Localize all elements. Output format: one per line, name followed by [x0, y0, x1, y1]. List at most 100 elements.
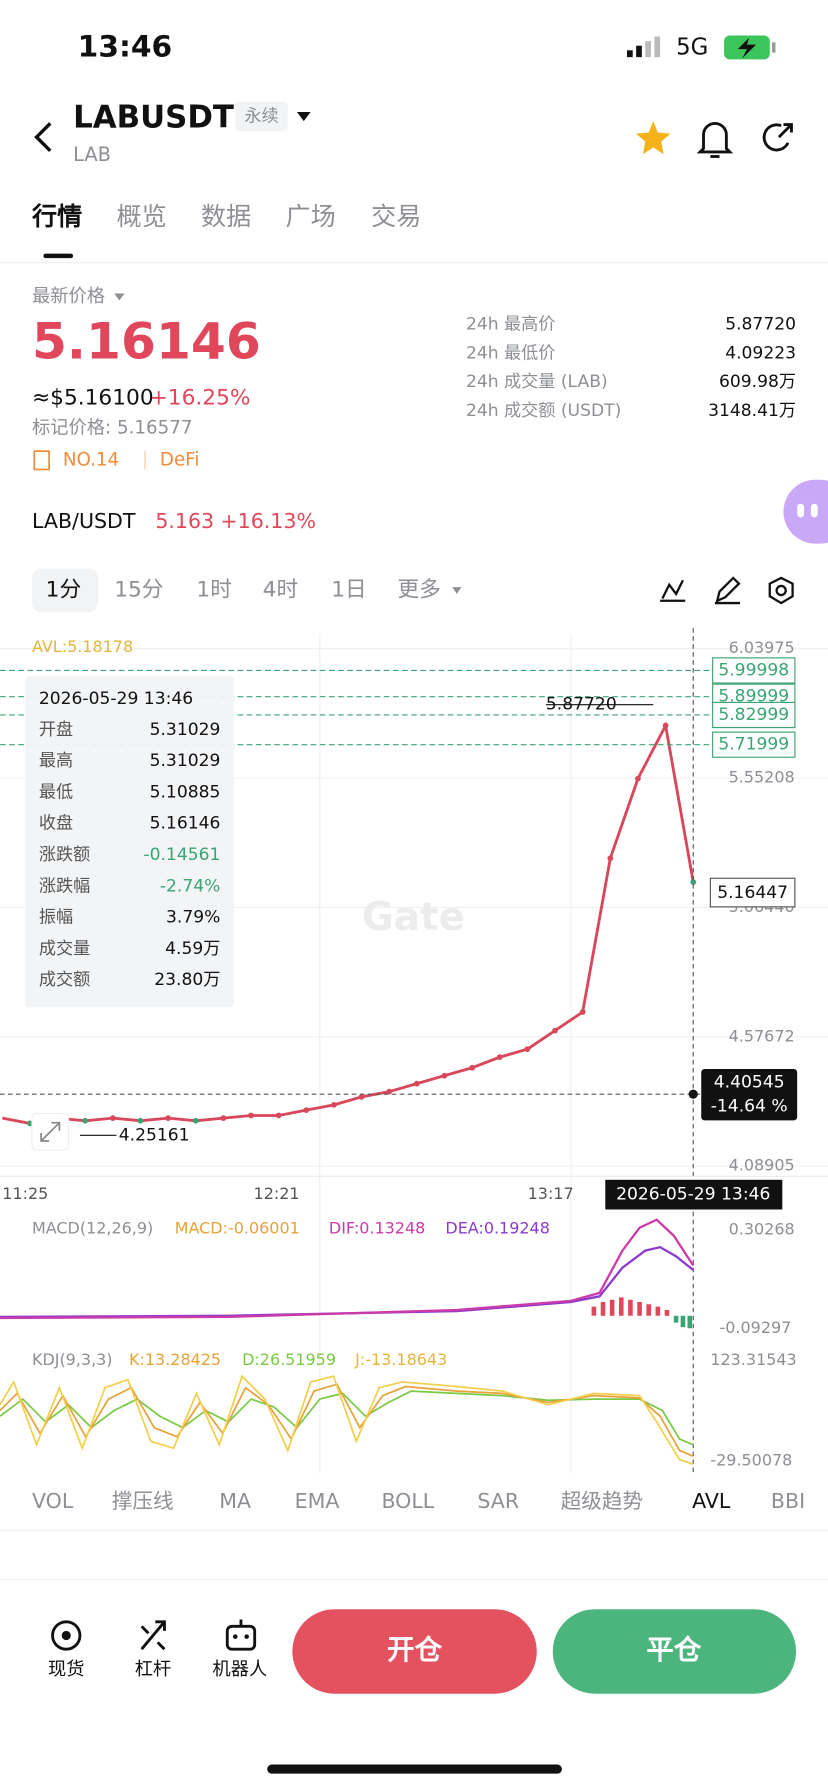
indicator-tab[interactable]: 超级趋势	[561, 1489, 643, 1513]
indicator-icon[interactable]	[660, 579, 686, 602]
timeframe[interactable]: 1分	[46, 577, 81, 602]
timeframe[interactable]: 4时	[263, 577, 298, 602]
macd-label: MACD(12,26,9)	[32, 1218, 153, 1237]
tooltip-value: 4.59万	[165, 939, 220, 959]
shape	[636, 45, 642, 58]
indicator-tab[interactable]: BBI	[771, 1489, 805, 1513]
tab[interactable]: 概览	[116, 202, 166, 231]
stat-label: 24h 成交额 (USDT)	[466, 401, 621, 421]
home-indicator	[267, 1764, 562, 1774]
price-point	[524, 1046, 531, 1053]
order-price: 5.71999	[718, 735, 789, 755]
k-value: K:13.28425	[129, 1350, 221, 1369]
price-point	[303, 1107, 310, 1114]
order-box	[712, 657, 796, 684]
watermark: Gate	[362, 895, 465, 940]
order-price: 5.82999	[718, 705, 789, 725]
price-dropdown	[114, 293, 125, 301]
rank: NO.14	[63, 449, 119, 470]
y-tick-label: 6.03975	[729, 638, 795, 657]
network: 5G	[676, 35, 708, 61]
stat-value: 4.09223	[725, 343, 796, 363]
tab[interactable]: 数据	[201, 202, 251, 231]
back-button[interactable]	[34, 122, 52, 153]
timeframe[interactable]: 更多	[397, 577, 440, 602]
expand-button[interactable]	[31, 1112, 70, 1151]
favorite-icon[interactable]	[636, 121, 671, 155]
crosshair-price: 4.40545	[714, 1073, 785, 1093]
tooltip-value: 23.80万	[154, 970, 220, 990]
shape	[591, 1297, 670, 1316]
kdj-label: KDJ(9,3,3)	[32, 1350, 113, 1369]
tooltip-value: 3.79%	[166, 908, 220, 928]
shape	[0, 1245, 694, 1318]
chat-bubble[interactable]	[783, 479, 828, 544]
bot-button[interactable]: 机器人	[212, 1619, 267, 1680]
price-point	[496, 1054, 503, 1060]
x-tick-label: 13:17	[528, 1184, 574, 1203]
open-button[interactable]: 开仓	[292, 1609, 537, 1694]
tooltip-label: 成交量	[39, 939, 90, 959]
alert-icon[interactable]	[696, 122, 734, 158]
timeframe[interactable]: 1日	[331, 577, 366, 602]
stat-label: 24h 最高价	[466, 314, 555, 334]
symbol-dropdown[interactable]	[296, 111, 311, 122]
dif-value: DIF:0.13248	[329, 1218, 425, 1237]
base-asset: LAB	[73, 143, 111, 166]
j-value: J:-13.18643	[354, 1350, 447, 1369]
indicator-tab[interactable]: AVL	[692, 1489, 731, 1513]
tab[interactable]: 交易	[371, 202, 421, 231]
settings-icon[interactable]	[768, 576, 794, 605]
spot-price: 5.163	[155, 509, 214, 533]
tooltip-value: 5.10885	[150, 782, 221, 802]
shape	[696, 122, 734, 154]
indicator-tab[interactable]: EMA	[295, 1489, 340, 1513]
more-dropdown[interactable]	[452, 587, 462, 594]
shape	[232, 1634, 238, 1639]
stats: 24h 最高价 5.87720 24h 最低价 4.09223 24h 成交量 (LAB…	[466, 314, 796, 421]
timeframe[interactable]: 1时	[196, 577, 232, 602]
tooltip-label: 振幅	[39, 908, 73, 928]
dea-value: DEA:0.19248	[445, 1218, 549, 1237]
indicator-tab[interactable]: SAR	[477, 1489, 519, 1513]
margin-button[interactable]: 杠杆	[135, 1620, 172, 1680]
price-point	[27, 1120, 33, 1127]
indicator-tab[interactable]: 撑压线	[112, 1489, 174, 1513]
tooltip-bg	[25, 676, 235, 1008]
mark-price: 标记价格: 5.16577	[32, 417, 193, 438]
indicator-tab[interactable]: VOL	[32, 1489, 74, 1513]
timeframe-bar: 1分 15分 1时 4时 1日 更多	[46, 577, 462, 602]
order-price: 5.99998	[718, 660, 789, 680]
price-point	[331, 1101, 337, 1108]
indicator-tab[interactable]: MA	[219, 1489, 251, 1513]
y-tick-label: 4.57672	[729, 1026, 795, 1045]
tooltip-value: -2.74%	[160, 876, 221, 896]
shape	[244, 1634, 249, 1639]
tooltip-label: 涨跌额	[39, 845, 90, 865]
price-point	[109, 1115, 116, 1121]
price-point	[607, 855, 614, 862]
tooltip-time: 2026-05-29 13:46	[39, 689, 193, 709]
tooltip-label: 收盘	[39, 814, 73, 834]
share-icon[interactable]	[762, 123, 793, 152]
order-box	[712, 701, 796, 729]
crosshair-box	[701, 1069, 798, 1121]
tab[interactable]: 广场	[286, 202, 336, 231]
price-point	[441, 1072, 448, 1079]
price-point	[220, 1115, 227, 1121]
shape	[552, 1609, 797, 1694]
contract-type: 永续	[244, 107, 278, 127]
shape	[737, 37, 757, 59]
signal-icon	[626, 36, 661, 58]
last-price-tag: 5.16447	[717, 883, 788, 903]
spot-button[interactable]: 现货	[48, 1620, 85, 1680]
indicator-tab[interactable]: BOLL	[381, 1489, 434, 1513]
crosshair-dot	[688, 1089, 698, 1099]
macd-top: 0.30268	[729, 1220, 795, 1239]
close-button[interactable]: 平仓	[552, 1609, 797, 1694]
draw-icon[interactable]	[714, 576, 741, 605]
tab[interactable]: 行情	[31, 202, 82, 231]
timeframe[interactable]: 15分	[114, 577, 163, 602]
